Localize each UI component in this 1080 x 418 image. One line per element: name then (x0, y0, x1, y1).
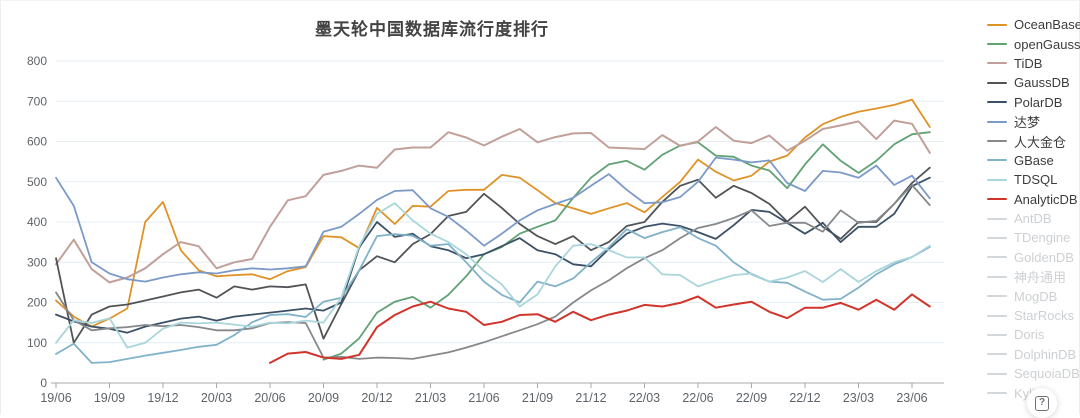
legend-item-label: AntDB (1014, 211, 1052, 227)
x-axis-tick-label: 20/03 (201, 391, 232, 405)
legend-swatch-icon (987, 101, 1007, 104)
legend-swatch-icon (987, 81, 1007, 84)
chart-title: 墨天轮中国数据库流行度排行 (315, 20, 549, 39)
series-line-kingbase (55, 184, 931, 360)
series-line-tidb (55, 119, 931, 284)
legend-item-dameng[interactable]: 达梦 (987, 112, 1080, 131)
legend-swatch-icon (987, 198, 1007, 201)
y-axis-tick-label: 100 (27, 336, 47, 350)
legend-item-gaussdb[interactable]: GaussDB (987, 73, 1080, 92)
chart-legend: OceanBase openGauss TiDB GaussDB PolarDB 达梦人大… (987, 15, 1080, 403)
legend-item-label: 达梦 (1014, 115, 1041, 131)
legend-swatch-icon (987, 392, 1007, 395)
legend-item-label: MogDB (1014, 288, 1058, 304)
y-axis-tick-label: 200 (27, 296, 47, 310)
legend-swatch-icon (987, 275, 1007, 278)
legend-item-mogdb[interactable]: MogDB (987, 286, 1080, 305)
x-axis-tick-label: 22/03 (629, 391, 660, 405)
legend-swatch-icon (987, 62, 1007, 65)
legend-item-antdb[interactable]: AntDB (987, 209, 1080, 228)
legend-item-tdengine[interactable]: TDengine (987, 228, 1080, 247)
legend-item-label: GoldenDB (1014, 249, 1074, 265)
legend-swatch-icon (987, 23, 1007, 26)
legend-item-oceanbase[interactable]: OceanBase (987, 15, 1080, 34)
x-axis-tick-label: 21/03 (415, 391, 446, 405)
x-axis-tick-label: 20/12 (361, 391, 392, 405)
series-line-dameng (55, 156, 931, 283)
legend-item-label: 人大金仓 (1014, 134, 1067, 150)
legend-item-label: DolphinDB (1014, 346, 1077, 362)
legend-item-dolphindb[interactable]: DolphinDB (987, 345, 1080, 364)
legend-item-doris[interactable]: Doris (987, 325, 1080, 344)
legend-item-label: TiDB (1014, 55, 1043, 71)
x-axis-tick-label: 19/12 (147, 391, 178, 405)
legend-swatch-icon (987, 120, 1007, 123)
legend-swatch-icon (987, 43, 1007, 46)
legend-item-label: 神舟通用 (1014, 270, 1067, 286)
x-axis-tick-label: 20/09 (308, 391, 339, 405)
legend-item-starrocks[interactable]: StarRocks (987, 306, 1080, 325)
legend-item-label: SequoiaDB (1014, 366, 1080, 382)
legend-item-gbase[interactable]: GBase (987, 151, 1080, 170)
y-axis-tick-label: 500 (27, 175, 47, 189)
legend-item-label: GBase (1014, 152, 1054, 168)
legend-swatch-icon (987, 295, 1007, 298)
x-axis-tick-label: 22/09 (736, 391, 767, 405)
legend-item-label: Doris (1014, 327, 1045, 343)
x-axis-tick-label: 21/09 (522, 391, 553, 405)
legend-item-tdsql[interactable]: TDSQL (987, 170, 1080, 189)
legend-item-label: PolarDB (1014, 94, 1063, 110)
y-axis-tick-label: 800 (27, 54, 47, 68)
series-line-oceanbase (55, 98, 931, 328)
legend-item-goldendb[interactable]: GoldenDB (987, 248, 1080, 267)
legend-item-label: StarRocks (1014, 308, 1074, 324)
x-axis-tick-label: 23/03 (843, 391, 874, 405)
question-mark-icon: ? (1035, 395, 1049, 411)
series-line-tdsql (55, 202, 931, 349)
legend-swatch-icon (987, 314, 1007, 317)
legend-item-label: TDSQL (1014, 172, 1058, 188)
x-axis-tick-label: 21/06 (468, 391, 499, 405)
y-axis-tick-label: 400 (27, 215, 47, 229)
series-line-gbase (55, 226, 931, 364)
x-axis-tick-label: 22/06 (682, 391, 713, 405)
legend-item-label: TDengine (1014, 230, 1071, 246)
legend-item-label: openGauss (1014, 36, 1080, 52)
legend-item-polardb[interactable]: PolarDB (987, 93, 1080, 112)
help-button[interactable]: ? (1027, 388, 1057, 418)
legend-swatch-icon (987, 140, 1007, 143)
legend-swatch-icon (987, 236, 1007, 239)
x-axis-tick-label: 22/12 (789, 391, 820, 405)
legend-item-label: AnalyticDB (1014, 191, 1078, 207)
legend-item-opengauss[interactable]: openGauss (987, 34, 1080, 53)
legend-swatch-icon (987, 372, 1007, 375)
x-axis-tick-label: 19/06 (40, 391, 71, 405)
legend-swatch-icon (987, 333, 1007, 336)
y-axis-tick-label: 300 (27, 255, 47, 269)
x-axis-tick-label: 20/06 (254, 391, 285, 405)
legend-item-label: OceanBase (1014, 17, 1080, 33)
legend-swatch-icon (987, 353, 1007, 356)
legend-item-sequoiadb[interactable]: SequoiaDB (987, 364, 1080, 383)
series-line-polardb (55, 176, 931, 334)
legend-swatch-icon (987, 256, 1007, 259)
legend-item-shentong[interactable]: 神舟通用 (987, 267, 1080, 286)
y-axis-tick-label: 0 (40, 376, 47, 390)
legend-item-kingbase[interactable]: 人大金仓 (987, 131, 1080, 150)
legend-item-tidb[interactable]: TiDB (987, 54, 1080, 73)
series-line-gaussdb (55, 166, 931, 344)
legend-swatch-icon (987, 159, 1007, 162)
legend-swatch-icon (987, 217, 1007, 220)
series-line-opengauss (322, 131, 931, 361)
legend-swatch-icon (987, 178, 1007, 181)
legend-item-label: GaussDB (1014, 75, 1070, 91)
x-axis-tick-label: 21/12 (575, 391, 606, 405)
y-axis-tick-label: 700 (27, 94, 47, 108)
series-line-analyticdb (269, 293, 931, 364)
x-axis-tick-label: 19/09 (94, 391, 125, 405)
x-axis-tick-label: 23/06 (896, 391, 927, 405)
legend-item-analyticdb[interactable]: AnalyticDB (987, 190, 1080, 209)
y-axis-tick-label: 600 (27, 135, 47, 149)
